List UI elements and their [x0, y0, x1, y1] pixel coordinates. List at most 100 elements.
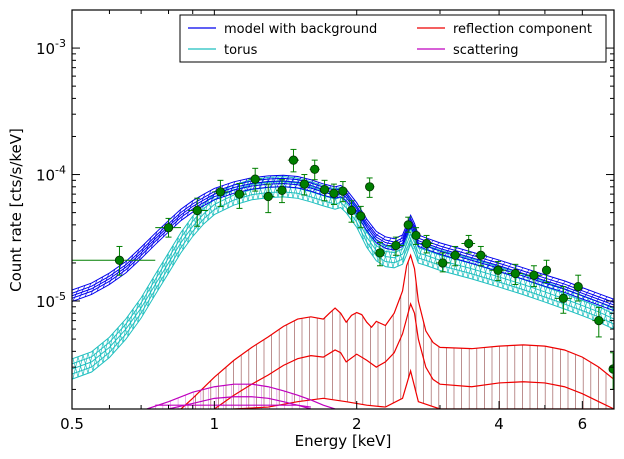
data-marker — [346, 205, 357, 216]
y-tick-label: 10-3 — [36, 37, 66, 58]
model-hatch-line — [120, 260, 128, 277]
torus-hatch-line — [162, 261, 169, 275]
model-hatch-line — [342, 192, 350, 199]
torus-hatch-line — [112, 333, 119, 349]
model-hatch-line — [282, 175, 290, 187]
data-marker — [558, 293, 568, 303]
model-hatch-line — [264, 175, 272, 188]
model-hatch-line — [234, 180, 242, 194]
model-hatch-line — [594, 294, 602, 304]
data-point — [525, 265, 543, 288]
data-marker — [329, 188, 339, 198]
torus-hatch-line — [147, 286, 154, 299]
model-hatch-line — [360, 219, 368, 222]
torus-hatch-line — [607, 306, 614, 329]
torus-hatch-line — [487, 263, 494, 286]
data-marker — [573, 282, 583, 292]
model-hatch-line — [564, 283, 572, 293]
legend-label-torus: torus — [224, 43, 258, 58]
model-hatch-line — [240, 178, 248, 192]
data-point — [475, 245, 487, 267]
data-point — [299, 174, 310, 196]
torus-hatch-line — [122, 322, 129, 337]
data-marker — [421, 238, 432, 249]
model-hatch-line — [408, 224, 416, 231]
torus-hatch-line — [552, 284, 559, 307]
data-marker — [529, 270, 539, 280]
model-hatch-line — [294, 177, 302, 188]
reflection-curve-2 — [233, 368, 614, 409]
data-marker — [263, 191, 273, 202]
data-point — [72, 245, 156, 276]
torus-hatch-line — [137, 302, 144, 316]
data-point — [592, 306, 606, 338]
torus-hatch-line — [427, 245, 434, 268]
data-marker — [403, 220, 413, 230]
data-point — [374, 242, 386, 267]
model-hatch-line — [72, 287, 80, 302]
legend: model with background reflection compone… — [179, 14, 607, 63]
scattering-curve-2 — [155, 404, 311, 408]
data-marker — [411, 230, 421, 241]
legend-box — [179, 14, 607, 63]
model-hatch-line — [306, 180, 314, 191]
model-hatch-line — [288, 176, 296, 188]
data-point — [338, 181, 348, 203]
torus-hatch-line — [537, 279, 544, 302]
model-hatch-line — [102, 273, 110, 289]
data-marker — [299, 179, 309, 189]
model-hatch-line — [78, 285, 86, 300]
data-point — [319, 179, 330, 202]
torus-hatch-line — [72, 358, 79, 378]
model-hatch-line — [108, 269, 116, 285]
model-hatch-line — [504, 263, 512, 274]
torus-hatch-line — [457, 254, 464, 277]
data-point — [188, 197, 209, 227]
torus-hatch-line — [152, 278, 159, 291]
torus-hatch-line — [92, 350, 99, 367]
torus-hatch-line — [502, 267, 509, 290]
data-marker — [319, 185, 330, 195]
torus-crosshatch — [72, 176, 614, 379]
data-point — [346, 200, 357, 223]
torus-hatch-line — [77, 356, 84, 376]
x-axis-label: Energy [keV] — [295, 432, 392, 450]
model-hatch-line — [144, 237, 152, 255]
torus-hatch-line — [227, 187, 234, 206]
torus-hatch-line — [167, 253, 174, 266]
data-point — [403, 216, 413, 233]
torus-hatch-line — [202, 204, 209, 221]
data-point — [287, 148, 299, 173]
torus-hatch-line — [467, 257, 474, 280]
data-marker — [288, 155, 299, 165]
torus-hatch-line — [117, 327, 124, 343]
model-hatch-line — [96, 276, 104, 292]
torus-hatch-line — [387, 246, 394, 268]
torus-hatch-line — [127, 315, 134, 330]
data-point — [573, 274, 583, 302]
torus-band-line-0 — [72, 196, 614, 380]
torus-hatch-line — [87, 352, 94, 371]
data-point — [461, 234, 476, 254]
legend-label-reflection: reflection component — [453, 22, 592, 37]
torus-hatch-line — [382, 244, 389, 268]
model-hatch-line — [480, 256, 488, 267]
model-hatch-line — [468, 252, 476, 263]
data-marker — [234, 189, 245, 199]
model-hatch-line — [312, 182, 320, 193]
data-marker — [192, 205, 202, 216]
torus-hatch-line — [187, 222, 194, 237]
torus-hatch-line — [172, 245, 179, 258]
y-axis-label: Count rate [cts/s/keV] — [7, 128, 25, 292]
model-hatch-line — [126, 254, 134, 272]
torus-hatch-line — [602, 303, 609, 327]
reflection-curve-0 — [180, 253, 614, 409]
model-hatch-line — [204, 190, 212, 206]
scattering-curve-0 — [146, 383, 336, 409]
data-marker — [310, 164, 320, 174]
model-hatch-line — [600, 296, 608, 307]
model-hatch-line — [354, 209, 362, 213]
data-point — [263, 183, 275, 214]
model-hatch-line — [606, 298, 614, 309]
